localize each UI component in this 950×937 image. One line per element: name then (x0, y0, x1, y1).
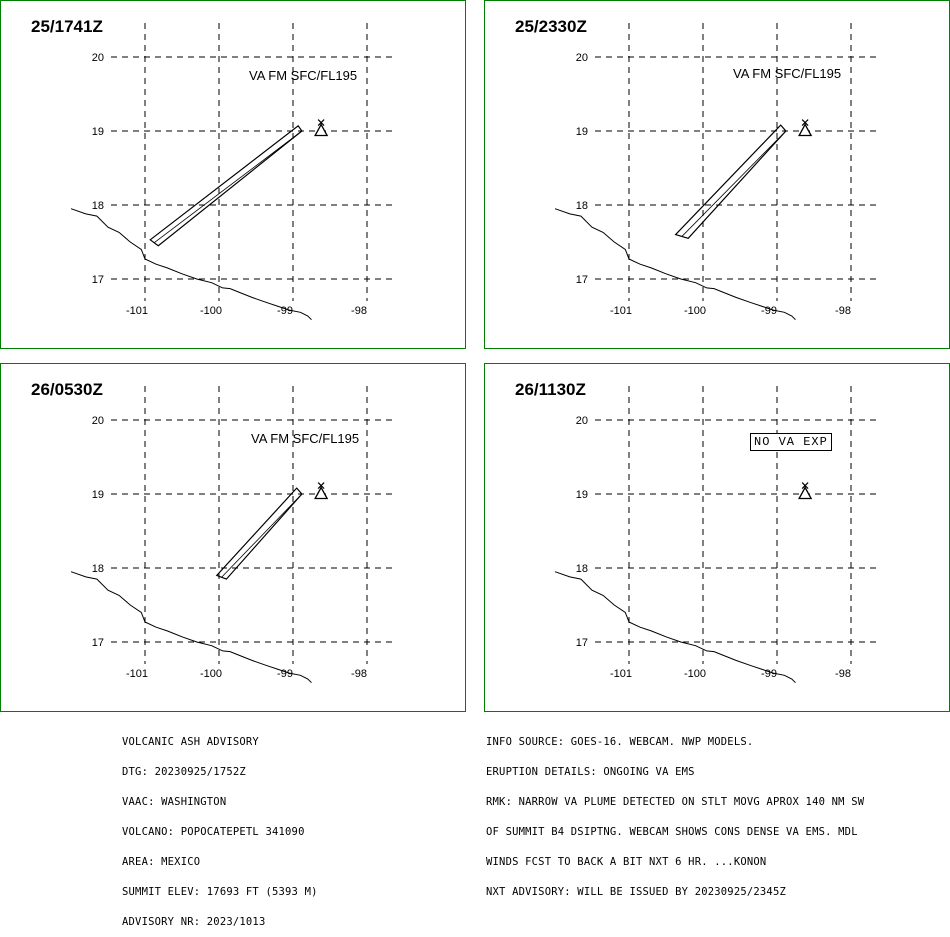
lon-tick-label: -99 (277, 668, 293, 680)
lon-tick-label: -98 (835, 668, 851, 680)
lon-tick-label: -100 (684, 305, 706, 317)
lat-tick-label: 20 (92, 415, 104, 427)
eruption-mark (801, 119, 809, 126)
lon-tick-label: -100 (200, 305, 222, 317)
advisory-line: VAAC: WASHINGTON (122, 796, 227, 808)
lat-tick-label: 17 (92, 637, 104, 649)
lon-tick-label: -98 (351, 305, 367, 317)
no-ash-expected-box: NO VA EXP (750, 433, 832, 451)
lon-tick-label: -98 (835, 305, 851, 317)
coastline (554, 208, 796, 321)
lat-tick-label: 19 (92, 489, 104, 501)
lon-tick-label: -101 (610, 305, 632, 317)
ash-plume-hatch (221, 493, 303, 578)
ash-plume-hatch (681, 130, 787, 237)
lat-tick-label: 19 (576, 126, 588, 138)
advisory-line: ADVISORY NR: 2023/1013 (122, 916, 266, 928)
advisory-line: OF SUMMIT B4 DSIPTNG. WEBCAM SHOWS CONS … (486, 826, 858, 838)
advisory-line: ERUPTION DETAILS: ONGOING VA EMS (486, 766, 695, 778)
lat-tick-label: 20 (92, 52, 104, 64)
panel-time-label: 25/2330Z (515, 17, 587, 36)
advisory-line: RMK: NARROW VA PLUME DETECTED ON STLT MO… (486, 796, 865, 808)
coastline (70, 208, 312, 321)
ash-plume-outline (674, 124, 787, 239)
lat-tick-label: 18 (92, 563, 104, 575)
lat-tick-label: 18 (576, 563, 588, 575)
lon-tick-label: -101 (126, 668, 148, 680)
volcano-icon (798, 123, 813, 137)
lat-tick-label: 19 (576, 489, 588, 501)
lat-tick-label: 17 (576, 274, 588, 286)
volcano-icon (314, 486, 329, 500)
eruption-mark (317, 119, 325, 126)
advisory-line: DTG: 20230925/1752Z (122, 766, 246, 778)
map-canvas: 20 19 18 17 -101 -100 -99 -98 (70, 23, 393, 321)
volcano-icon (314, 123, 329, 137)
ash-layer-label: VA FM SFC/FL195 (249, 68, 358, 83)
forecast-panel-4: 20 19 18 17 -101 -100 -99 -98 26/1130Z NO VA EX… (484, 363, 950, 712)
panel-time-label: 26/0530Z (31, 380, 103, 399)
forecast-panel-1: 20 19 18 17 -101 -100 -99 -98 25/1741Z VA FM SF… (0, 0, 466, 349)
lon-tick-label: -99 (761, 305, 777, 317)
lat-tick-label: 20 (576, 415, 588, 427)
map-canvas: 20 19 18 17 -101 -100 -99 -98 (554, 23, 877, 321)
map-canvas: 20 19 18 17 -101 -100 -99 -98 (554, 386, 877, 684)
ash-plume-hatch (154, 130, 303, 244)
lon-tick-label: -101 (610, 668, 632, 680)
lat-tick-label: 20 (576, 52, 588, 64)
forecast-panel-2: 20 19 18 17 -101 -100 -99 -98 25/2330Z VA FM SF… (484, 0, 950, 349)
advisory-line: VOLCANO: POPOCATEPETL 341090 (122, 826, 305, 838)
advisory-line: VOLCANIC ASH ADVISORY (122, 736, 259, 748)
ash-plume-outline (215, 487, 303, 580)
lat-tick-label: 17 (92, 274, 104, 286)
advisory-details-right: INFO SOURCE: GOES-16. WEBCAM. NWP MODELS… (486, 717, 864, 907)
advisory-line: AREA: MEXICO (122, 856, 201, 868)
eruption-mark (317, 482, 325, 489)
lon-tick-label: -99 (277, 305, 293, 317)
ash-layer-label: VA FM SFC/FL195 (733, 66, 842, 81)
advisory-line: NXT ADVISORY: WILL BE ISSUED BY 20230925… (486, 886, 786, 898)
panel-time-label: 26/1130Z (515, 380, 586, 399)
advisory-line: INFO SOURCE: GOES-16. WEBCAM. NWP MODELS… (486, 736, 754, 748)
lon-tick-label: -101 (126, 305, 148, 317)
ash-plume-outline (149, 124, 303, 247)
coastline (70, 571, 312, 684)
lon-tick-label: -98 (351, 668, 367, 680)
forecast-panel-3: 20 19 18 17 -101 -100 -99 -98 26/0530Z VA FM SF… (0, 363, 466, 712)
map-canvas: 20 19 18 17 -101 -100 -99 -98 (70, 386, 393, 684)
coastline (554, 571, 796, 684)
lat-tick-label: 17 (576, 637, 588, 649)
ash-layer-label: VA FM SFC/FL195 (251, 431, 360, 446)
lon-tick-label: -100 (684, 668, 706, 680)
lat-tick-label: 19 (92, 126, 104, 138)
lat-tick-label: 18 (576, 200, 588, 212)
advisory-line: SUMMIT ELEV: 17693 FT (5393 M) (122, 886, 318, 898)
lat-tick-label: 18 (92, 200, 104, 212)
lon-tick-label: -100 (200, 668, 222, 680)
advisory-details-left: VOLCANIC ASH ADVISORY DTG: 20230925/1752… (122, 717, 318, 937)
advisory-line: WINDS FCST TO BACK A BIT NXT 6 HR. ...KO… (486, 856, 767, 868)
lon-tick-label: -99 (761, 668, 777, 680)
eruption-mark (801, 482, 809, 489)
volcano-icon (798, 486, 813, 500)
panel-time-label: 25/1741Z (31, 17, 103, 36)
